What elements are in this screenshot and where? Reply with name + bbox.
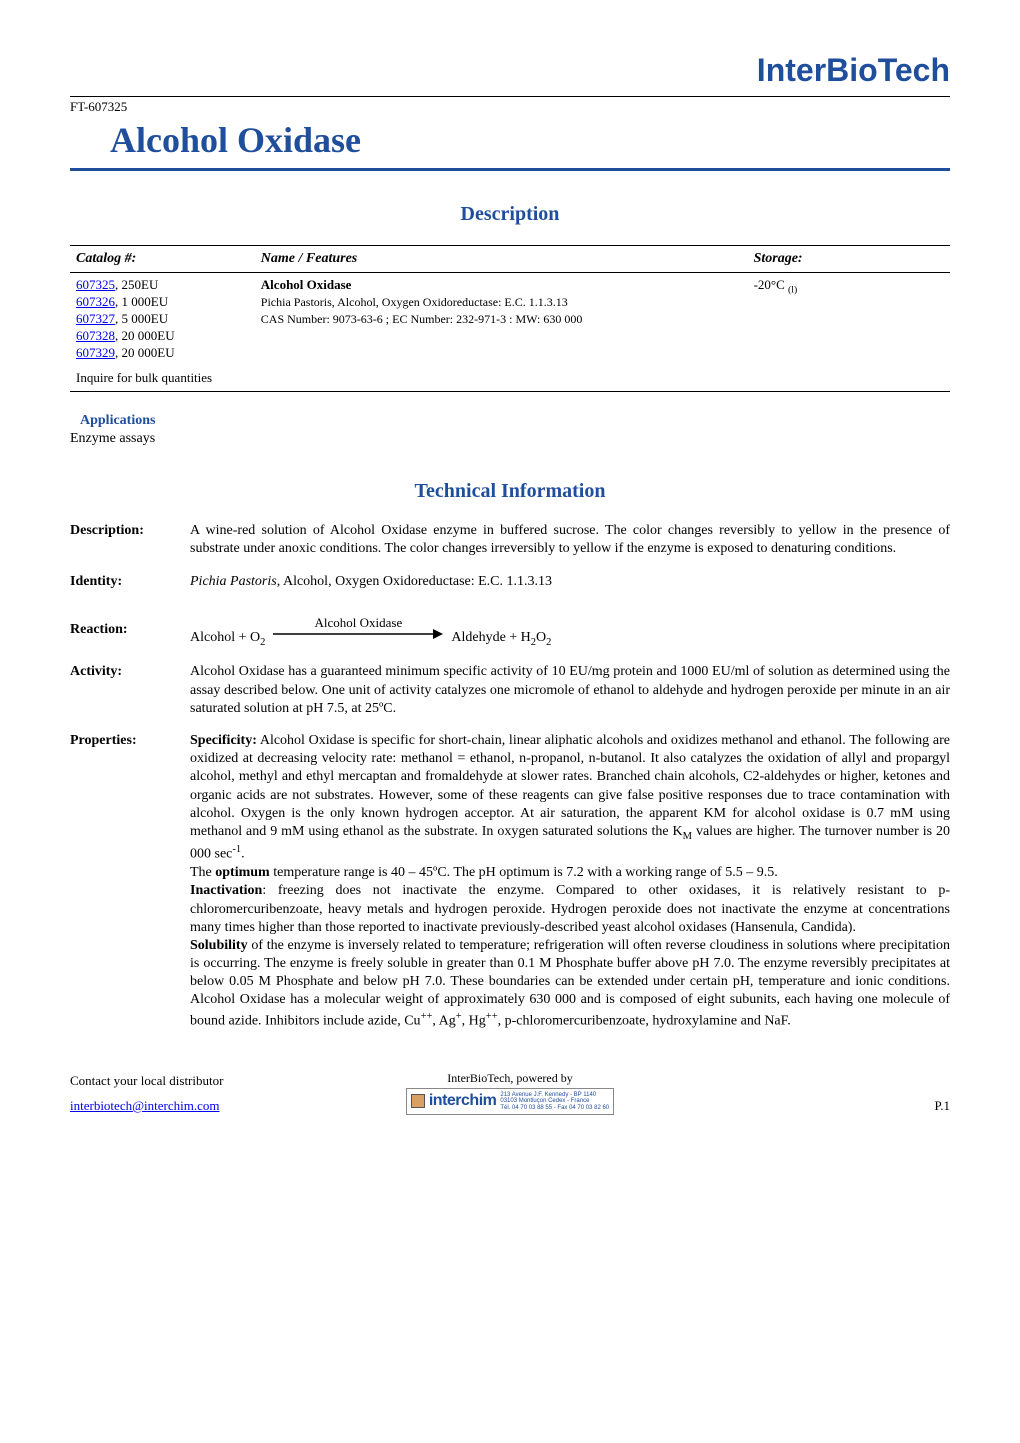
reactant: Alcohol + O bbox=[190, 630, 260, 645]
footer-center: InterBioTech, powered by interchim 213 A… bbox=[363, 1071, 656, 1115]
product-sub: 2 bbox=[546, 637, 551, 648]
tech-label: Reaction: bbox=[70, 605, 190, 650]
footer-email-link[interactable]: interbiotech@interchim.com bbox=[70, 1098, 220, 1113]
storage-value: -20°C bbox=[754, 277, 788, 292]
tech-value: A wine-red solution of Alcohol Oxidase e… bbox=[190, 522, 950, 558]
storage-cell: -20°C (l) bbox=[748, 273, 950, 366]
reaction-left: Alcohol + O2 bbox=[190, 605, 265, 650]
tech-label: Identity: bbox=[70, 573, 190, 591]
section-technical-heading: Technical Information bbox=[70, 478, 950, 504]
table-row: 607325, 250EU 607326, 1 000EU 607327, 5 … bbox=[70, 273, 950, 366]
table-header-row: Catalog #: Name / Features Storage: bbox=[70, 246, 950, 273]
top-divider bbox=[70, 96, 950, 97]
reaction-equation: Alcohol + O2 Alcohol Oxidase Aldehyde + … bbox=[190, 605, 551, 650]
table-row: Inquire for bulk quantities bbox=[70, 366, 950, 391]
catalog-link[interactable]: 607325 bbox=[76, 277, 115, 292]
logo-address: 213 Avenue J.F. Kennedy - BP 1140 03103 … bbox=[500, 1092, 609, 1112]
col-catalog: Catalog #: bbox=[70, 246, 255, 273]
page-title: Alcohol Oxidase bbox=[70, 117, 950, 164]
applications-heading: Applications bbox=[80, 412, 950, 430]
reactant-sub: 2 bbox=[260, 637, 265, 648]
logo-text: interchim bbox=[429, 1091, 497, 1112]
tech-row-identity: Identity: Pichia Pastoris, Alcohol, Oxyg… bbox=[70, 573, 950, 591]
applications-body: Enzyme assays bbox=[70, 430, 950, 448]
tech-row-activity: Activity: Alcohol Oxidase has a guarante… bbox=[70, 663, 950, 718]
tech-value: Specificity: Alcohol Oxidase is specific… bbox=[190, 732, 950, 1031]
catalog-qty: , 1 000EU bbox=[115, 294, 168, 309]
col-name: Name / Features bbox=[255, 246, 748, 273]
tech-label: Activity: bbox=[70, 663, 190, 718]
tech-row-description: Description: A wine-red solution of Alco… bbox=[70, 522, 950, 558]
product-desc-line: CAS Number: 9073-63-6 ; EC Number: 232-9… bbox=[261, 312, 583, 326]
product: O bbox=[536, 630, 546, 645]
catalog-link[interactable]: 607327 bbox=[76, 311, 115, 326]
product-name-bold: Alcohol Oxidase bbox=[261, 277, 352, 292]
tech-row-reaction: Reaction: Alcohol + O2 Alcohol Oxidase A… bbox=[70, 605, 950, 650]
technical-info: Description: A wine-red solution of Alco… bbox=[70, 522, 950, 1030]
title-row: Alcohol Oxidase bbox=[70, 117, 950, 171]
arrow-icon bbox=[273, 628, 443, 640]
footer-contact-text: Contact your local distributor bbox=[70, 1073, 363, 1090]
catalog-link[interactable]: 607329 bbox=[76, 345, 115, 360]
name-cell: Alcohol Oxidase Pichia Pastoris, Alcohol… bbox=[255, 273, 748, 366]
footer-powered-by: InterBioTech, powered by bbox=[363, 1071, 656, 1087]
catalog-qty: , 250EU bbox=[115, 277, 158, 292]
tech-row-properties: Properties: Specificity: Alcohol Oxidase… bbox=[70, 732, 950, 1031]
catalog-qty: , 20 000EU bbox=[115, 328, 175, 343]
catalog-link[interactable]: 607328 bbox=[76, 328, 115, 343]
tech-value: Pichia Pastoris, Alcohol, Oxygen Oxidore… bbox=[190, 573, 950, 591]
catalog-link[interactable]: 607326 bbox=[76, 294, 115, 309]
interchim-logo: interchim 213 Avenue J.F. Kennedy - BP 1… bbox=[406, 1088, 614, 1115]
document-code: FT-607325 bbox=[70, 99, 950, 116]
col-storage: Storage: bbox=[748, 246, 950, 273]
tech-value: Alcohol + O2 Alcohol Oxidase Aldehyde + … bbox=[190, 605, 950, 650]
reaction-arrow-wrap: Alcohol Oxidase bbox=[273, 615, 443, 640]
reaction-right: Aldehyde + H2O2 bbox=[451, 605, 551, 650]
product-desc-line: Pichia Pastoris, Alcohol, Oxygen Oxidore… bbox=[261, 295, 568, 309]
page-footer: Contact your local distributor interbiot… bbox=[70, 1071, 950, 1115]
page-number: P.1 bbox=[934, 1098, 950, 1113]
catalog-qty: , 20 000EU bbox=[115, 345, 175, 360]
catalog-cell: 607325, 250EU 607326, 1 000EU 607327, 5 … bbox=[70, 273, 255, 366]
tech-value: Alcohol Oxidase has a guaranteed minimum… bbox=[190, 663, 950, 718]
brand-name: InterBioTech bbox=[70, 50, 950, 92]
section-description-heading: Description bbox=[70, 201, 950, 227]
catalog-table: Catalog #: Name / Features Storage: 6073… bbox=[70, 245, 950, 392]
storage-sub: (l) bbox=[788, 285, 797, 296]
footer-left: Contact your local distributor interbiot… bbox=[70, 1073, 363, 1115]
product: Aldehyde + H bbox=[451, 630, 530, 645]
tech-label: Properties: bbox=[70, 732, 190, 1031]
footer-right: P.1 bbox=[657, 1098, 950, 1115]
logo-square-icon bbox=[411, 1094, 425, 1108]
bulk-note: Inquire for bulk quantities bbox=[70, 366, 255, 391]
catalog-qty: , 5 000EU bbox=[115, 311, 168, 326]
tech-label: Description: bbox=[70, 522, 190, 558]
